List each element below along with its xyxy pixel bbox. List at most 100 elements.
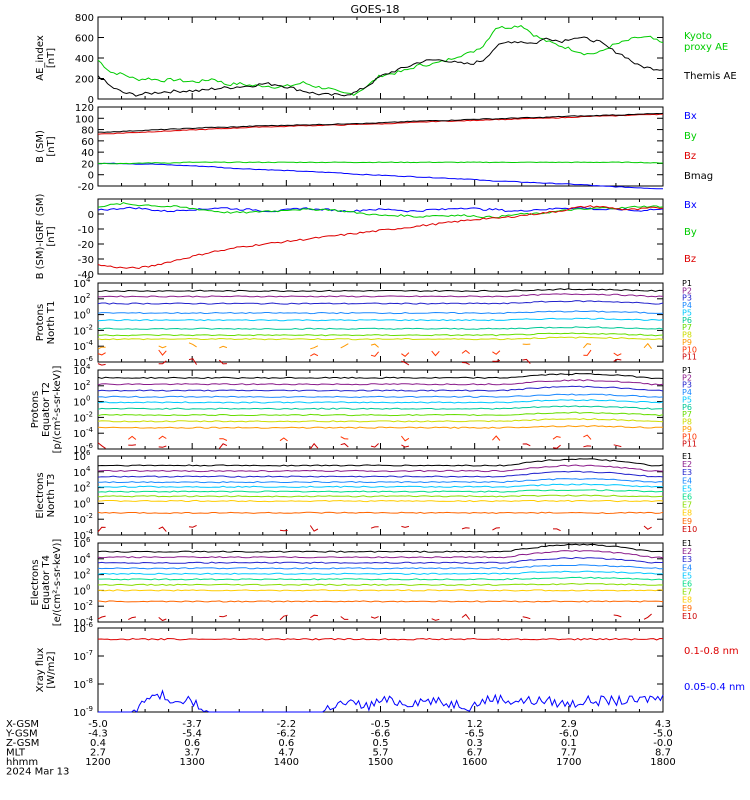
series-line-bx <box>97 206 664 213</box>
y-tick-label: 10 <box>73 539 86 550</box>
legend-label: Bz <box>684 151 696 162</box>
y-tick-label: -20 <box>78 182 94 193</box>
y-tick-label: 10 <box>73 358 86 369</box>
series-line-p9 <box>643 342 652 350</box>
legend-label: P5 <box>682 395 692 404</box>
orbit-value: 1300 <box>179 757 204 768</box>
series-line-p9 <box>340 343 349 349</box>
series-line-p11 <box>401 444 410 448</box>
legend-label: P3 <box>682 294 692 303</box>
y-tick-label: 60 <box>81 137 94 148</box>
panel-frame <box>97 627 664 713</box>
series-line-p10 <box>552 435 561 440</box>
y-tick-label: 0 <box>88 171 94 182</box>
series-line-p2 <box>97 293 664 298</box>
y-tick-exponent: -4 <box>86 339 94 347</box>
orbit-value: 7.7 <box>561 748 577 759</box>
y-axis-label: [p/(cm²-s-sr-keV)] <box>52 366 63 454</box>
series-line-p10 <box>310 353 319 357</box>
y-axis-label: Electrons <box>30 559 41 605</box>
y-tick-exponent: 2 <box>86 481 90 489</box>
series-line-p10 <box>158 435 167 440</box>
series-line-p8 <box>97 336 664 341</box>
series-line-e10 <box>643 525 652 530</box>
orbit-value: 1700 <box>556 757 581 768</box>
series-line-p10 <box>583 349 592 356</box>
series-line-p11 <box>492 360 501 362</box>
series-line-e10 <box>279 614 288 621</box>
y-tick-label: 800 <box>75 13 94 24</box>
series-line-p4 <box>97 393 664 399</box>
legend-label: proxy AE <box>684 42 728 53</box>
series-line-bz <box>97 113 664 135</box>
y-tick-label: 10 <box>73 499 86 510</box>
y-tick-label: 0 <box>88 210 94 221</box>
orbit-value: 1200 <box>85 757 110 768</box>
y-tick-label: 10 <box>73 279 86 290</box>
y-tick-exponent: 0 <box>86 308 90 316</box>
series-line-e2 <box>97 549 664 559</box>
series-line-e10 <box>613 614 622 618</box>
orbit-row-label: hhmm <box>6 757 38 768</box>
series-line-p9 <box>583 343 592 349</box>
series-line-e10 <box>401 525 410 528</box>
legend-label: P11 <box>682 440 697 449</box>
legend-label: By <box>684 131 697 142</box>
legend-label: E10 <box>682 525 697 534</box>
orbit-value: 8.7 <box>655 748 671 759</box>
orbit-value: 1800 <box>650 757 675 768</box>
y-tick-label: 10 <box>73 680 86 691</box>
series-line-e7 <box>97 494 664 498</box>
y-tick-label: 100 <box>75 114 94 125</box>
orbit-value: -3.7 <box>182 719 202 730</box>
panel-frame <box>97 542 664 623</box>
series-line-kyoto-proxy-ae <box>97 25 664 96</box>
legend-label: P8 <box>682 418 692 427</box>
series-line-p11 <box>461 362 470 366</box>
legend-label: E10 <box>682 612 697 621</box>
series-line-p11 <box>522 358 531 364</box>
y-tick-exponent: -2 <box>86 599 93 607</box>
y-tick-label: 10 <box>73 342 86 353</box>
series-line-e10 <box>279 529 288 532</box>
y-tick-label: 120 <box>75 103 94 114</box>
series-line-e10 <box>431 618 440 621</box>
legend-label: P7 <box>682 410 692 419</box>
y-tick-label: 10 <box>73 571 86 582</box>
orbit-value: 3.7 <box>184 748 200 759</box>
legend-label: By <box>684 227 697 238</box>
series-line-p1 <box>97 372 664 380</box>
y-tick-exponent: 4 <box>86 363 91 371</box>
y-axis-label: [nT] <box>46 48 57 68</box>
orbit-value: 1.2 <box>467 719 483 730</box>
y-tick-label: 10 <box>73 624 86 635</box>
y-tick-exponent: -2 <box>86 410 93 418</box>
y-axis-label: North T3 <box>46 474 57 518</box>
orbit-value: -6.5 <box>465 729 485 740</box>
orbit-value: 1400 <box>274 757 299 768</box>
series-line-p10 <box>583 434 592 440</box>
series-line-e10 <box>158 617 167 622</box>
series-line-e10 <box>553 528 561 532</box>
legend-label: P10 <box>682 345 697 354</box>
y-tick-exponent: 2 <box>86 379 90 387</box>
plot-title: GOES-18 <box>350 3 399 16</box>
y-tick-label: -20 <box>78 240 94 251</box>
series-line-p3 <box>97 385 664 392</box>
legend-label: E8 <box>682 596 692 605</box>
y-tick-label: 80 <box>81 126 94 137</box>
legend-label: E5 <box>682 571 692 580</box>
orbit-value: 6.7 <box>467 748 483 759</box>
legend-label: Bx <box>684 200 697 211</box>
y-tick-exponent: 2 <box>86 568 90 576</box>
y-tick-label: 10 <box>73 413 86 424</box>
orbit-value: -6.6 <box>371 729 391 740</box>
series-line-p11 <box>613 444 622 448</box>
series-line-e10 <box>310 614 318 619</box>
orbit-value: 4.7 <box>278 748 294 759</box>
